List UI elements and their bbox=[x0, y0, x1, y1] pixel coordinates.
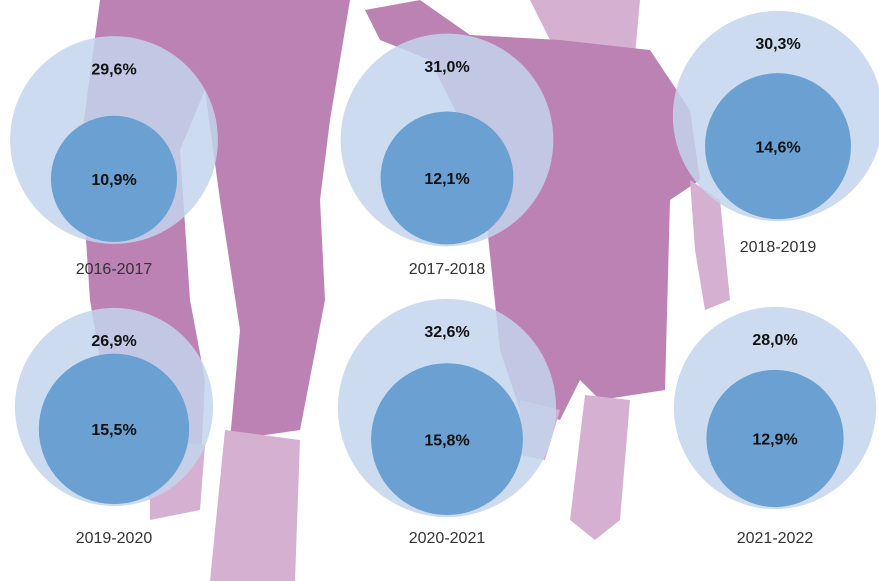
outer-value-label: 31,0% bbox=[424, 59, 469, 76]
inner-circle bbox=[705, 73, 851, 220]
inner-value-label: 15,8% bbox=[424, 432, 469, 449]
outer-value-label: 26,9% bbox=[91, 333, 136, 350]
outer-value-label: 32,6% bbox=[424, 324, 469, 341]
inner-value-label: 10,9% bbox=[91, 172, 136, 189]
inner-circle bbox=[380, 111, 514, 245]
inner-circle bbox=[50, 115, 178, 242]
category-label: 2018-2019 bbox=[740, 239, 817, 256]
inner-circle bbox=[706, 369, 844, 508]
category-label: 2016-2017 bbox=[76, 261, 153, 278]
outer-value-label: 30,3% bbox=[755, 36, 800, 53]
category-label: 2020-2021 bbox=[409, 530, 486, 547]
inner-circle bbox=[371, 363, 523, 516]
inner-circle bbox=[38, 353, 190, 505]
inner-value-label: 15,5% bbox=[91, 422, 136, 439]
category-label: 2017-2018 bbox=[409, 261, 486, 278]
category-label: 2021-2022 bbox=[737, 530, 814, 547]
category-label: 2019-2020 bbox=[76, 530, 153, 547]
inner-value-label: 12,1% bbox=[424, 171, 469, 188]
inner-value-label: 12,9% bbox=[752, 432, 797, 449]
outer-value-label: 28,0% bbox=[752, 332, 797, 349]
outer-value-label: 29,6% bbox=[91, 61, 136, 78]
inner-value-label: 14,6% bbox=[755, 139, 800, 156]
